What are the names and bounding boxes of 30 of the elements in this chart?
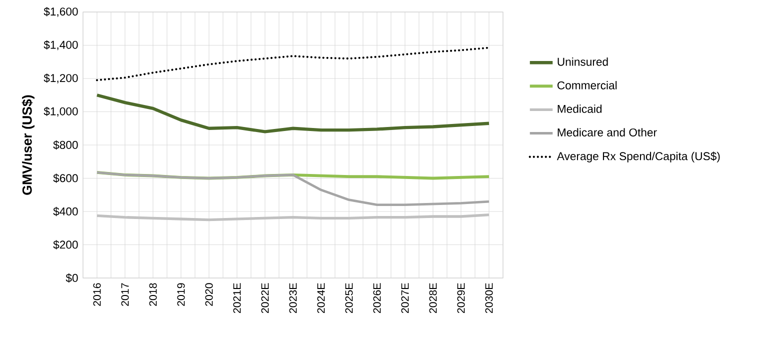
y-tick-label: $200 (53, 240, 78, 250)
y-tick-label: $1,000 (44, 106, 78, 117)
x-tick-label: 2025E (345, 283, 353, 314)
legend-label: Commercial (557, 81, 617, 90)
x-tick-label: 2024E (317, 283, 325, 314)
legend-label: Medicaid (558, 104, 602, 113)
legend-label: Average Rx Spend/Capita (US$) (556, 152, 720, 162)
x-tick-label: 2023E (289, 283, 297, 314)
x-tick-label: 2017 (121, 283, 129, 306)
y-tick-label: $800 (53, 140, 78, 150)
legend-label: Medicare and Other (558, 128, 657, 136)
y-tick-label: $1,400 (44, 40, 78, 50)
x-tick-label: 2018 (149, 283, 157, 306)
x-tick-label: 2027E (401, 283, 409, 314)
y-tick-label: $1,200 (44, 74, 78, 84)
x-tick-label: 2030E (485, 283, 493, 314)
legend-label: Uninsured (558, 57, 608, 66)
x-tick-label: 2021E (233, 283, 241, 314)
x-tick-label: 2022E (261, 283, 269, 314)
y-tick-label: $400 (53, 206, 78, 216)
y-axis-title: GMV/user (US$) (22, 95, 34, 195)
x-tick-label: 2028E (429, 283, 437, 314)
x-tick-label: 2016 (93, 283, 101, 306)
x-tick-label: 2026E (373, 283, 381, 314)
x-tick-label: 2029E (457, 283, 465, 314)
x-tick-label: 2019 (177, 283, 185, 306)
y-tick-label: $600 (53, 174, 78, 183)
x-tick-label: 2020 (205, 283, 213, 306)
y-tick-label: $1,600 (44, 7, 78, 17)
y-tick-label: $0 (66, 273, 78, 283)
